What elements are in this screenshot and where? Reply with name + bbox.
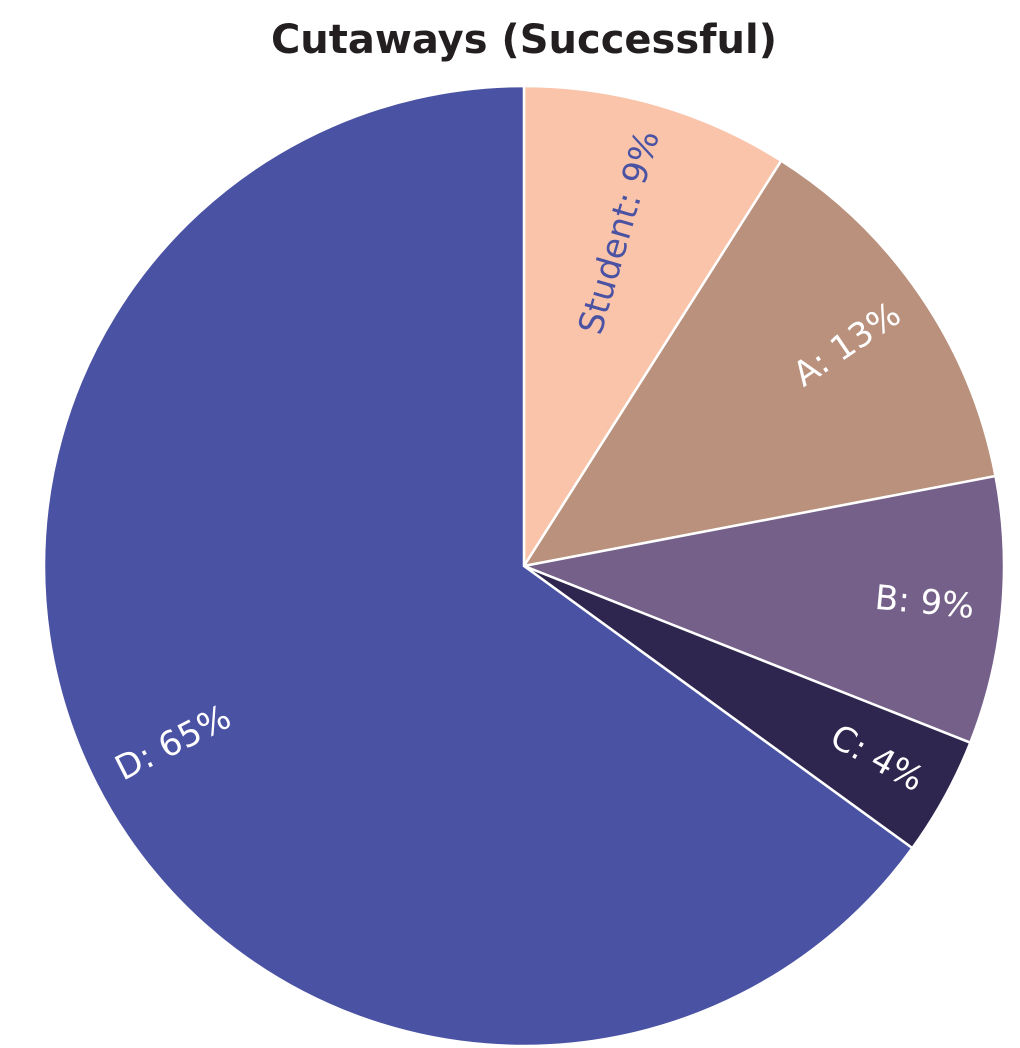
pie-slice xyxy=(42,84,915,1048)
slice-label: B: 9% xyxy=(873,578,976,627)
pie-slice xyxy=(519,474,1006,745)
chart-title: Cutaways (Successful) xyxy=(271,17,777,63)
pie-slice xyxy=(522,84,783,571)
pie-slice xyxy=(521,158,997,568)
